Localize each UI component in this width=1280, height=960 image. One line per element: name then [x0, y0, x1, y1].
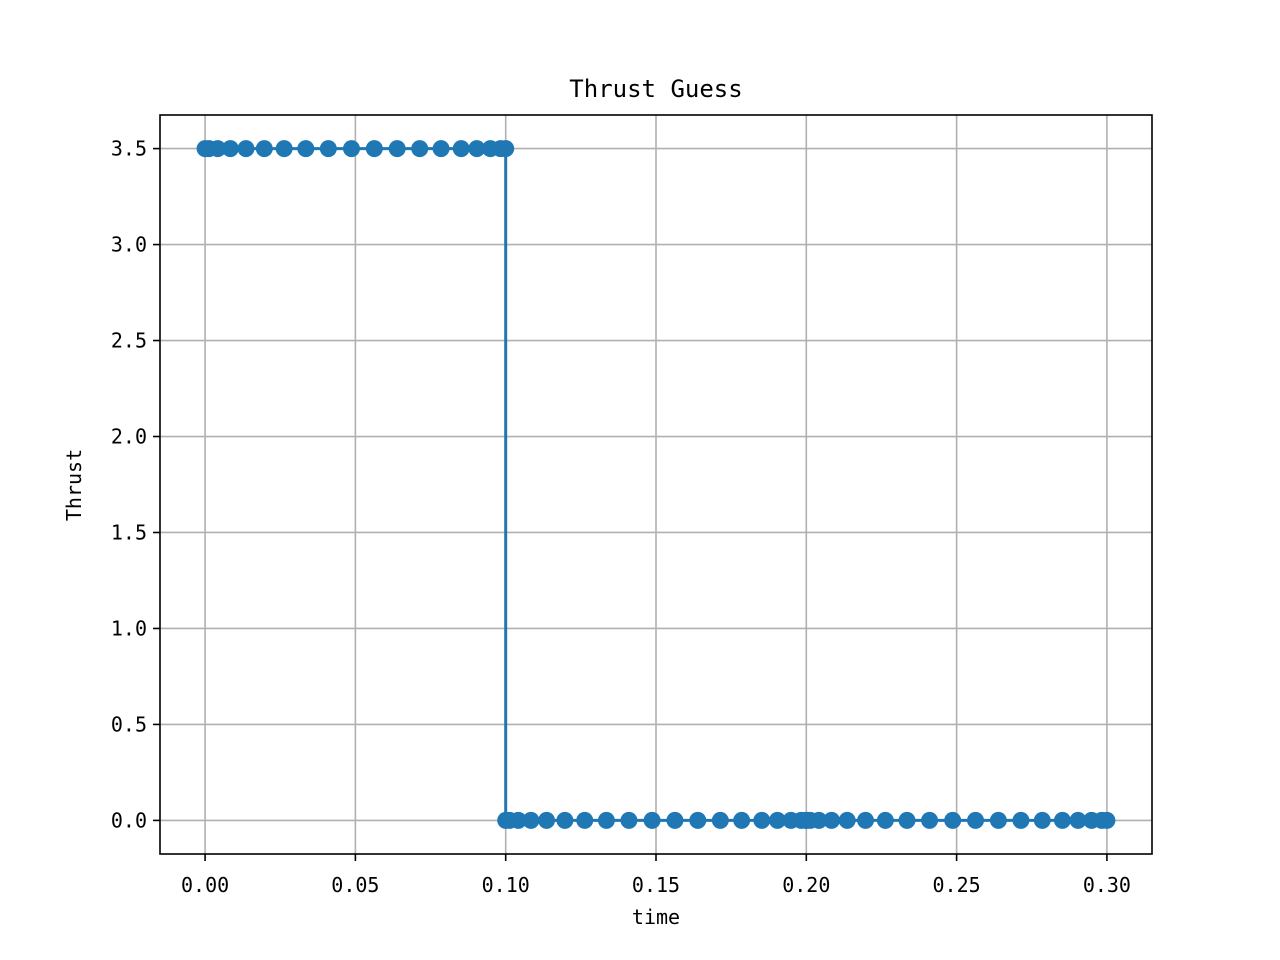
- data-point: [411, 140, 429, 158]
- data-point: [497, 140, 515, 158]
- data-point: [452, 140, 470, 158]
- y-tick-label: 3.5: [111, 137, 147, 161]
- x-tick-label: 0.20: [782, 873, 830, 897]
- data-point: [1053, 811, 1071, 829]
- data-point: [468, 140, 486, 158]
- y-axis: 0.0 0.5 1.0 1.5 2.0 2.5 3.0 3.5: [111, 137, 160, 832]
- data-point: [857, 811, 875, 829]
- data-point: [989, 811, 1007, 829]
- data-point: [432, 140, 450, 158]
- data-point: [255, 140, 273, 158]
- data-point: [944, 811, 962, 829]
- x-tick-label: 0.30: [1083, 873, 1131, 897]
- data-point: [275, 140, 293, 158]
- y-tick-label: 1.5: [111, 520, 147, 544]
- data-point: [1012, 811, 1030, 829]
- y-axis-label: Thrust: [62, 449, 86, 521]
- y-tick-label: 0.5: [111, 712, 147, 736]
- data-point: [522, 811, 540, 829]
- y-tick-label: 3.0: [111, 233, 147, 257]
- y-tick-label: 1.0: [111, 616, 147, 640]
- data-point: [209, 140, 227, 158]
- data-point: [597, 811, 615, 829]
- data-point: [876, 811, 894, 829]
- data-point: [838, 811, 856, 829]
- data-point: [297, 140, 315, 158]
- x-tick-label: 0.00: [181, 873, 229, 897]
- data-point: [733, 811, 751, 829]
- data-point: [221, 140, 239, 158]
- x-axis-label: time: [632, 905, 680, 929]
- y-tick-label: 2.5: [111, 329, 147, 353]
- x-tick-label: 0.25: [933, 873, 981, 897]
- data-point: [643, 811, 661, 829]
- y-tick-label: 0.0: [111, 808, 147, 832]
- data-point: [576, 811, 594, 829]
- data-point: [509, 811, 527, 829]
- y-tick-label: 2.0: [111, 425, 147, 449]
- data-point: [620, 811, 638, 829]
- data-point: [810, 811, 828, 829]
- chart-title: Thrust Guess: [569, 75, 742, 103]
- data-point: [556, 811, 574, 829]
- x-axis: 0.00 0.05 0.10 0.15 0.20 0.25 0.30: [181, 854, 1131, 897]
- data-point: [1098, 811, 1116, 829]
- data-point: [898, 811, 916, 829]
- data-point: [365, 140, 383, 158]
- x-tick-label: 0.15: [632, 873, 680, 897]
- data-point: [388, 140, 406, 158]
- data-point: [711, 811, 729, 829]
- data-point: [538, 811, 556, 829]
- data-point: [1033, 811, 1051, 829]
- data-point: [319, 140, 337, 158]
- data-point: [237, 140, 255, 158]
- data-point: [768, 811, 786, 829]
- data-point: [1069, 811, 1087, 829]
- data-point: [921, 811, 939, 829]
- x-tick-label: 0.05: [331, 873, 379, 897]
- data-point: [689, 811, 707, 829]
- series-layer: [196, 140, 1116, 829]
- data-point: [823, 811, 841, 829]
- data-point: [342, 140, 360, 158]
- data-point: [753, 811, 771, 829]
- data-point: [666, 811, 684, 829]
- data-point: [967, 811, 985, 829]
- x-tick-label: 0.10: [482, 873, 530, 897]
